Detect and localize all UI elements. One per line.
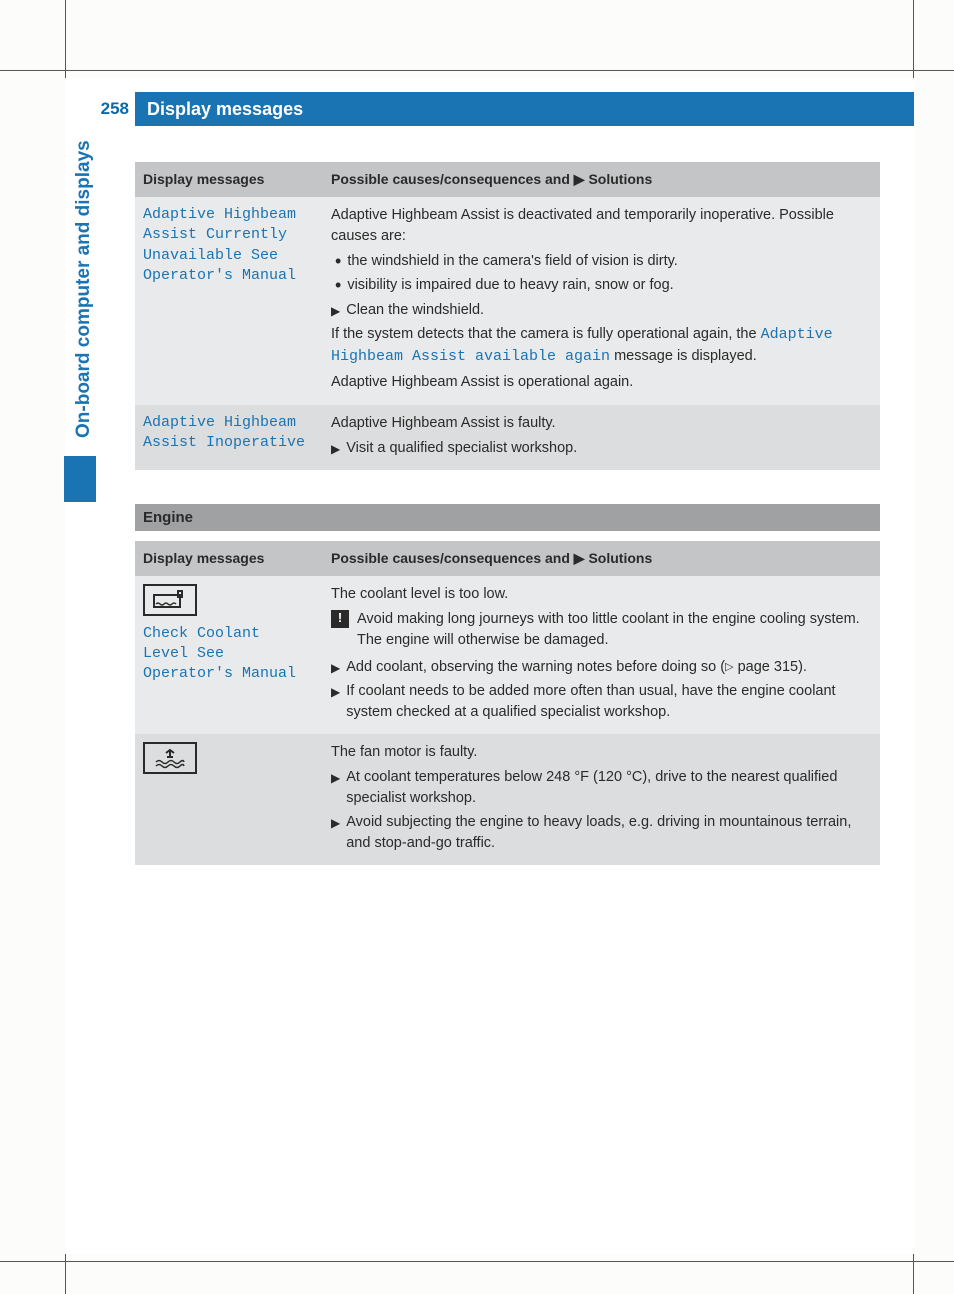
solutions-triangle-icon: ▶ [574, 550, 585, 566]
page-ref-icon: ▷ [725, 661, 733, 673]
crop-mark [0, 70, 954, 71]
messages-table-1: Display messages Possible causes/consequ… [135, 162, 880, 470]
cause-list: the windshield in the camera's field of … [331, 251, 870, 296]
action-item: ▶ If coolant needs to be added more ofte… [331, 681, 870, 723]
content-area: Display messages Possible causes/consequ… [135, 162, 880, 865]
action-triangle-icon: ▶ [331, 684, 340, 723]
table-body-cell: The fan motor is faulty. ▶ At coolant te… [323, 734, 880, 865]
action-item: ▶ Clean the windshield. [331, 300, 870, 321]
action-item: ▶ Avoid subjecting the engine to heavy l… [331, 812, 870, 854]
display-message-text: Adaptive Highbeam Assist Inoperative [143, 413, 313, 454]
body-paragraph: Adaptive Highbeam Assist is faulty. [331, 413, 870, 434]
table-body-cell: Adaptive Highbeam Assist is deactivated … [323, 197, 880, 405]
table-body-cell: The coolant level is too low. ! Avoid ma… [323, 576, 880, 734]
table-header-col1: Display messages [135, 541, 323, 576]
table-header-row: Display messages Possible causes/consequ… [135, 541, 880, 576]
body-paragraph: If the system detects that the camera is… [331, 324, 870, 368]
body-paragraph: The coolant level is too low. [331, 584, 870, 605]
action-item: ▶ Visit a qualified specialist workshop. [331, 438, 870, 459]
action-item: ▶ Add coolant, observing the warning not… [331, 657, 870, 678]
table-row: Adaptive Highbeam Assist Currently Unava… [135, 197, 880, 405]
body-paragraph: Adaptive Highbeam Assist is operational … [331, 372, 870, 393]
table-header-row: Display messages Possible causes/consequ… [135, 162, 880, 197]
page-number: 258 [101, 92, 135, 126]
table-row: Check Coolant Level See Operator's Manua… [135, 576, 880, 734]
table-header-col1: Display messages [135, 162, 323, 197]
coolant-fan-icon [143, 742, 197, 774]
crop-mark [0, 1261, 954, 1262]
section-tab [64, 456, 96, 502]
section-side-label: On-board computer and displays [73, 140, 95, 438]
action-triangle-icon: ▶ [331, 441, 340, 459]
warning-item: ! Avoid making long journeys with too li… [331, 609, 870, 651]
table-header-col2: Possible causes/consequences and ▶ Solut… [323, 541, 880, 576]
action-triangle-icon: ▶ [331, 303, 340, 321]
table-row: The fan motor is faulty. ▶ At coolant te… [135, 734, 880, 865]
table-row: Adaptive Highbeam Assist Inoperative Ada… [135, 405, 880, 470]
body-paragraph: The fan motor is faulty. [331, 742, 870, 763]
warning-icon: ! [331, 610, 349, 628]
table-body-cell: Adaptive Highbeam Assist is faulty. ▶ Vi… [323, 405, 880, 470]
display-message-text: Adaptive Highbeam Assist Currently Unava… [143, 205, 313, 286]
display-message-text: Check Coolant Level See Operator's Manua… [143, 624, 313, 685]
body-paragraph: Adaptive Highbeam Assist is deactivated … [331, 205, 870, 247]
list-item: the windshield in the camera's field of … [335, 251, 870, 272]
page-body: 258 Display messages On-board computer a… [65, 78, 914, 1254]
table-header-col2: Possible causes/consequences and ▶ Solut… [323, 162, 880, 197]
messages-table-2: Display messages Possible causes/consequ… [135, 541, 880, 865]
action-item: ▶ At coolant temperatures below 248 °F (… [331, 767, 870, 809]
action-triangle-icon: ▶ [331, 660, 340, 678]
page-header: 258 Display messages [65, 92, 914, 126]
page-title: Display messages [135, 92, 914, 126]
coolant-level-icon [143, 584, 197, 616]
solutions-triangle-icon: ▶ [574, 171, 585, 187]
action-triangle-icon: ▶ [331, 770, 340, 809]
list-item: visibility is impaired due to heavy rain… [335, 275, 870, 296]
action-triangle-icon: ▶ [331, 815, 340, 854]
section-heading-engine: Engine [135, 504, 880, 531]
